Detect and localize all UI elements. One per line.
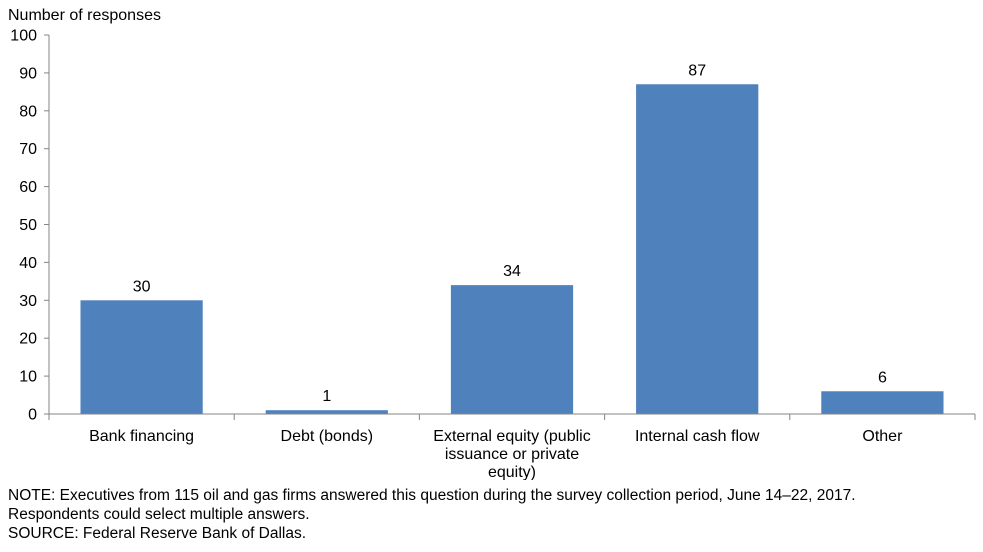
- bar-chart: Number of responses 0 10 20 30 40 50 60 70 80 90 1…: [8, 7, 976, 480]
- data-label: 1: [322, 388, 331, 405]
- axes: [48, 35, 976, 420]
- y-tick-label: 90: [19, 65, 37, 82]
- source-line: SOURCE: Federal Reserve Bank of Dallas.: [8, 525, 307, 542]
- bar: [450, 285, 574, 414]
- chart-notes: NOTE: Executives from 115 oil and gas fi…: [8, 486, 978, 543]
- y-tick-label: 20: [19, 331, 37, 348]
- y-tick-label: 30: [19, 293, 37, 310]
- y-tick-label: 50: [19, 217, 37, 234]
- bar: [265, 410, 388, 414]
- data-label: 6: [878, 369, 887, 386]
- x-tick-label: Other: [862, 428, 903, 445]
- y-axis-ticks: 0 10 20 30 40 50 60 70 80 90 100: [10, 28, 49, 424]
- note-line-1: NOTE: Executives from 115 oil and gas fi…: [8, 487, 856, 504]
- y-tick-label: 60: [19, 179, 37, 196]
- y-tick-label: 40: [19, 255, 37, 272]
- bar: [821, 391, 944, 414]
- x-axis-tick-labels: Bank financing Debt (bonds) External equit…: [89, 428, 903, 480]
- y-tick-label: 0: [28, 407, 37, 424]
- note-line-2: Respondents could select multiple answer…: [8, 506, 310, 523]
- data-label: 30: [133, 278, 151, 295]
- x-tick-label: Internal cash flow: [635, 428, 760, 445]
- bar: [80, 300, 203, 414]
- y-axis-label: Number of responses: [8, 7, 161, 24]
- x-tick-label: Bank financing: [89, 428, 194, 445]
- x-tick-label: External equity (public issuance or priva…: [433, 428, 590, 480]
- data-label: 34: [503, 263, 521, 280]
- y-tick-label: 100: [10, 28, 37, 45]
- bars: 30 1 34 87 6: [80, 62, 944, 415]
- x-tick-label: Debt (bonds): [281, 428, 374, 445]
- y-tick-label: 10: [19, 369, 37, 386]
- bar: [636, 84, 759, 415]
- y-tick-label: 80: [19, 103, 37, 120]
- y-tick-label: 70: [19, 141, 37, 158]
- data-label: 87: [688, 62, 706, 79]
